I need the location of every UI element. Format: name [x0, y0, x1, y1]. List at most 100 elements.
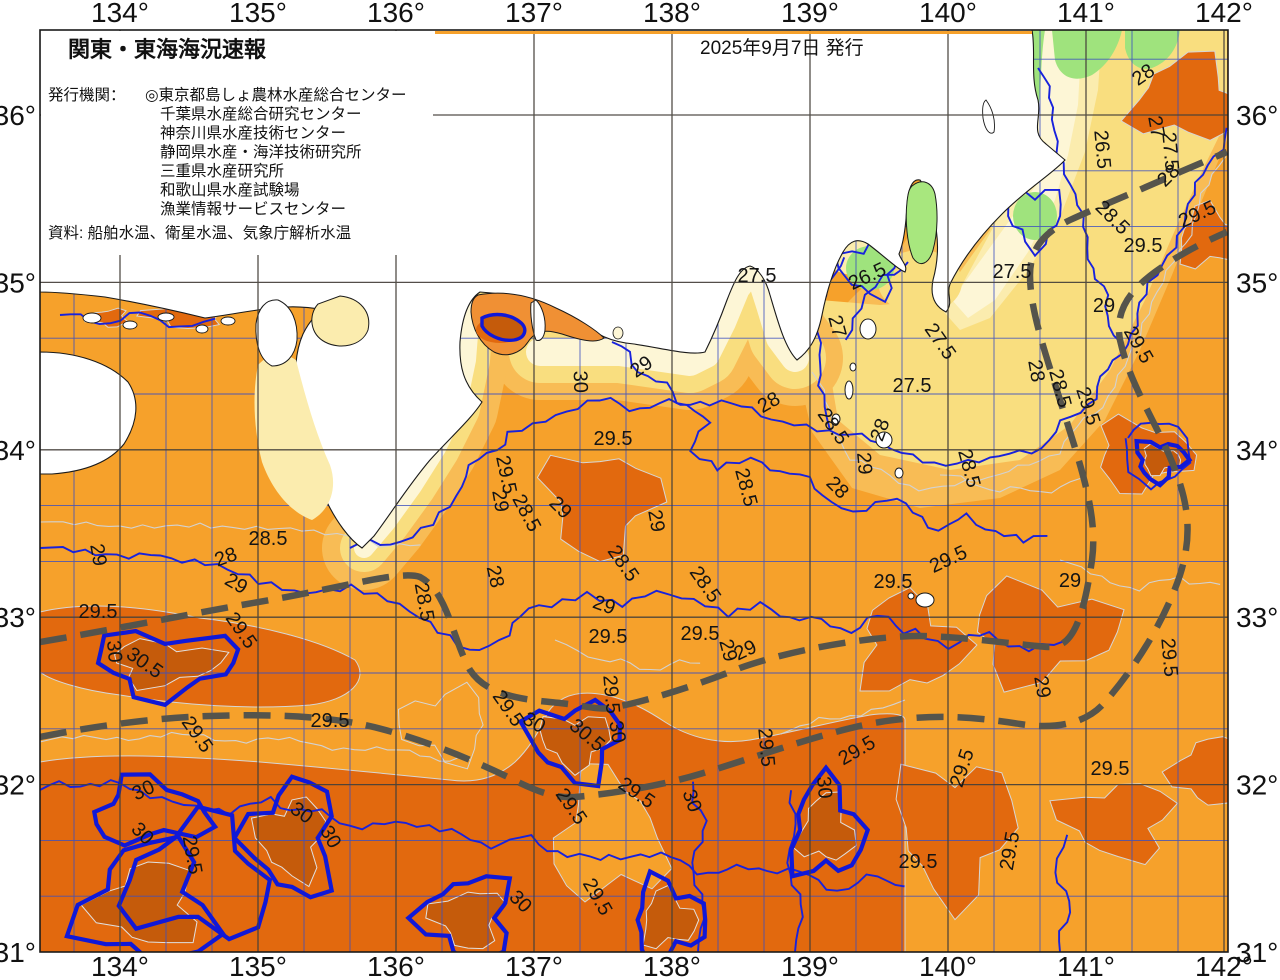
- contour-half-degree: [40, 731, 471, 762]
- sst-patch-29-30: [895, 763, 1019, 921]
- data-source-line: 資料: 船舶水温、衛星水温、気象庁解析水温: [48, 224, 351, 242]
- contour-label: 29: [487, 488, 513, 514]
- contour-label: 29.5: [589, 626, 628, 648]
- contour-label: 30: [102, 639, 126, 663]
- axis-label-lat-right: 35°: [1236, 267, 1278, 298]
- inland-sea-islands: [82, 312, 236, 334]
- contour-label: 29: [1059, 570, 1081, 592]
- contour-label: 29: [1029, 674, 1055, 700]
- axis-label-lon-bottom: 138°: [643, 951, 701, 980]
- contour-label: 29: [852, 451, 876, 475]
- contour-label: 30: [569, 370, 592, 393]
- axis-label-lat-left: 32°: [0, 770, 36, 801]
- band-palest-ne: [952, 30, 1082, 318]
- axis-label-lat-left: 31°: [0, 937, 36, 968]
- kuroshio-current-dashed-lines: [40, 149, 1228, 801]
- dark-patches: [82, 50, 1228, 921]
- izu-islands: [831, 318, 935, 608]
- contour-label: 29.5: [1091, 758, 1130, 780]
- contour-label: 27.5: [993, 261, 1032, 283]
- contour-label: 29: [85, 542, 111, 568]
- contour-degree-blue: [40, 779, 905, 892]
- contour-half-degree: [554, 639, 701, 671]
- issue-date: 2025年9月7日 発行: [700, 37, 864, 59]
- report-title: 関東・東海海況速報: [68, 37, 267, 62]
- axis-label-lon-top: 139°: [781, 0, 839, 28]
- top-edge-sea-sliver: [435, 31, 1032, 34]
- thick-30deg-contour-loops: [64, 438, 1193, 952]
- sst-core-30-305: [425, 891, 508, 950]
- contour-degree-blue: [611, 341, 1048, 544]
- contour-label: 29.5: [1156, 637, 1181, 678]
- header-panel: [41, 31, 433, 255]
- axis-label-lon-top: 138°: [643, 0, 701, 28]
- axis-label-lat-right: 31°: [1236, 937, 1278, 968]
- contour-label: 29.5: [1124, 235, 1163, 257]
- axis-label-lat-right: 32°: [1236, 770, 1278, 801]
- axis-label-lon-top: 136°: [367, 0, 425, 28]
- axis-label-lon-top: 135°: [229, 0, 287, 28]
- contour-label: 28: [1023, 358, 1049, 384]
- contour-half-degree: [780, 699, 906, 735]
- contour-label: 27.5: [1157, 131, 1182, 172]
- contour-label: 29: [643, 508, 669, 534]
- lake-hamana: [612, 326, 624, 340]
- contour-30-thick-loop: [789, 764, 871, 879]
- sst-patch-29-295: [397, 681, 484, 770]
- contour-30-thick-loop: [95, 628, 241, 708]
- contour-label: 30: [604, 719, 630, 745]
- contour-30-thick-loop: [91, 772, 219, 848]
- contour-label: 29.5: [681, 623, 720, 645]
- tokyo-bay-water: [905, 181, 938, 265]
- sst-patch-29-30: [976, 575, 1125, 693]
- sst-patch-29-30: [1049, 783, 1179, 866]
- org-2: 神奈川県水産技術センター: [160, 124, 346, 142]
- contour-30-thick-loop: [64, 834, 227, 952]
- axis-label-lon-bottom: 137°: [505, 951, 563, 980]
- contour-label: 29.5: [598, 674, 623, 715]
- axis-label-lat-left: 36°: [0, 100, 36, 131]
- contour-label: 27.5: [893, 375, 932, 397]
- org-3: 静岡県水産・海洋技術研究所: [160, 143, 362, 161]
- grid-degree-lines: [40, 30, 1228, 952]
- contour-label: 28.5: [249, 528, 288, 550]
- contour-label: 28: [482, 563, 508, 590]
- bay-30deg-core: [480, 312, 527, 342]
- org-6: 漁業情報サービスセンター: [160, 200, 346, 218]
- contour-30-thick-loop: [517, 697, 623, 789]
- axis-label-lon-bottom: 136°: [367, 951, 425, 980]
- contour-label: 29.5: [594, 428, 633, 450]
- axis-label-lat-right: 34°: [1236, 435, 1278, 466]
- contour-degree-blue: [40, 546, 1066, 653]
- sst-core-30-305: [539, 716, 612, 776]
- contour-30-thick-loop: [1134, 438, 1193, 488]
- contour-label: 30: [812, 775, 836, 799]
- contour-label: 29.5: [874, 571, 913, 593]
- contour-degree-blue: [1054, 834, 1072, 952]
- sst-core-30-305: [642, 884, 700, 950]
- contour-30-thick-loop: [405, 874, 513, 952]
- axis-label-lon-bottom: 140°: [919, 951, 977, 980]
- contour-label: 29: [1093, 295, 1115, 317]
- axis-label-lon-top: 142°: [1195, 0, 1253, 28]
- map-frame: [39, 29, 1229, 953]
- sst-patch-29-30: [1120, 50, 1228, 141]
- shikoku-landmass: [40, 351, 137, 475]
- org-label: 発行機関：: [48, 86, 126, 104]
- contour-degree-blue: [349, 127, 1228, 549]
- axis-label-lon-top: 140°: [919, 0, 977, 28]
- kuroshio-north-line: [40, 149, 1228, 712]
- contour-label: 29.5: [753, 727, 778, 768]
- org-0: ◎東京都島しょ農林水産総合センター: [145, 86, 407, 104]
- contour-label: 26.5: [1089, 129, 1114, 170]
- axis-label-lat-right: 36°: [1236, 100, 1278, 131]
- contour-label: 27: [1143, 114, 1169, 140]
- axis-label-lon-bottom: 142°: [1195, 951, 1253, 980]
- axis-label-lat-left: 33°: [0, 602, 36, 633]
- hot-cores-30-305: [80, 443, 1182, 950]
- org-5: 和歌山県水産試験場: [160, 181, 300, 199]
